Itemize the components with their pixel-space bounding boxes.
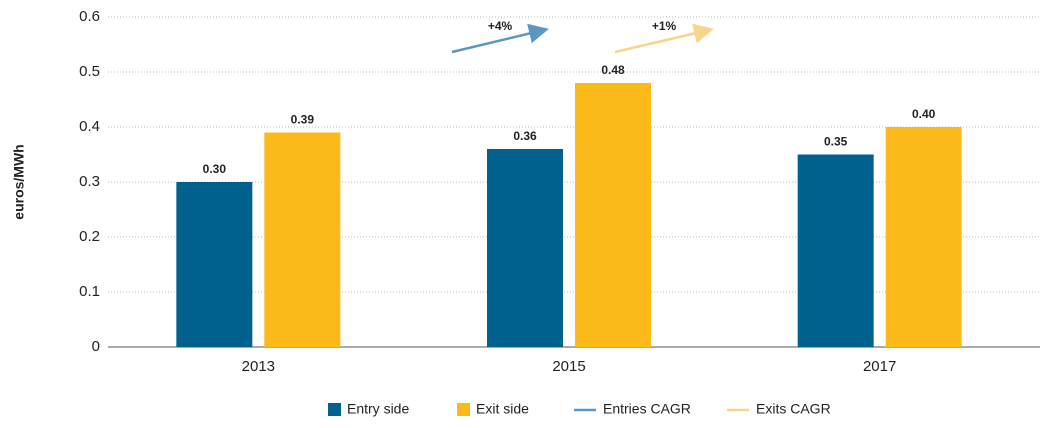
cagr-label: +4% [488, 19, 513, 33]
bar [797, 154, 874, 347]
x-tick-label: 2013 [242, 358, 275, 375]
value-label: 0.36 [513, 129, 537, 143]
y-tick-label: 0.5 [79, 63, 100, 80]
x-tick-label: 2017 [863, 358, 896, 375]
y-tick-label: 0.1 [79, 283, 100, 300]
value-label: 0.39 [291, 113, 315, 127]
legend-swatch [328, 403, 341, 416]
legend-label: Entry side [347, 401, 409, 417]
bar [575, 83, 651, 347]
legend-swatch [457, 403, 470, 416]
cagr-label: +1% [652, 19, 677, 33]
y-tick-label: 0.4 [79, 118, 100, 135]
value-label: 0.48 [601, 63, 625, 77]
bar [487, 149, 563, 347]
cagr-arrow [614, 23, 714, 54]
x-tick-label: 2015 [552, 358, 585, 375]
y-tick-label: 0.2 [79, 228, 100, 245]
value-label: 0.35 [824, 135, 848, 149]
legend-label: Exit side [476, 401, 529, 417]
y-tick-label: 0.3 [79, 173, 100, 190]
y-axis-label: euros/MWh [11, 144, 27, 219]
bar [264, 132, 341, 347]
bar [176, 182, 253, 347]
value-label: 0.40 [912, 107, 936, 121]
y-tick-label: 0.6 [79, 8, 100, 25]
y-tick-label: 0 [92, 338, 100, 355]
legend-label: Entries CAGR [603, 401, 691, 417]
legend-label: Exits CAGR [756, 401, 831, 417]
cagr-arrow [451, 23, 549, 54]
value-label: 0.30 [203, 162, 227, 176]
bar [885, 127, 962, 347]
